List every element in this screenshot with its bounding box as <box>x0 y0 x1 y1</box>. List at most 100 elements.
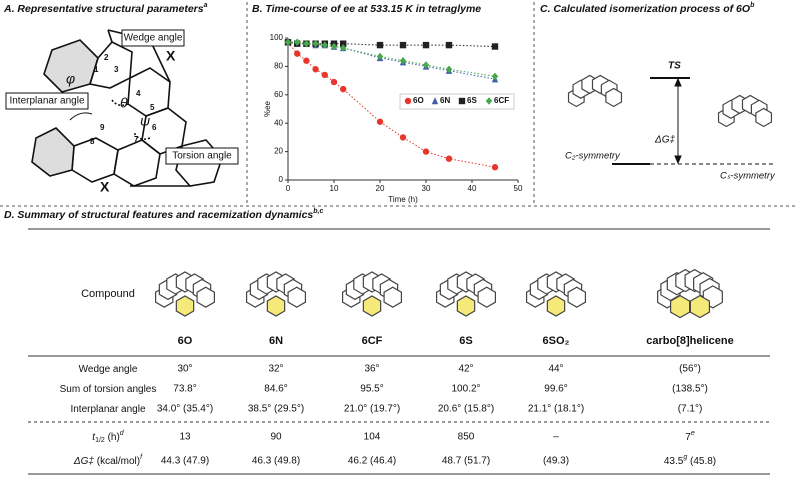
table-cell: 20.6° (15.8°) <box>438 404 494 415</box>
label-box <box>165 147 239 165</box>
label: Torsion angle <box>172 151 232 162</box>
table-cell: 38.5° (29.5°) <box>248 404 304 415</box>
table-cell: 32° <box>268 364 283 375</box>
legend-marker <box>458 97 466 105</box>
atom-number: 4 <box>136 89 141 98</box>
molecule-ring <box>362 295 382 317</box>
table-cell: (56°) <box>679 364 701 375</box>
table-cell: 90 <box>270 432 282 443</box>
atom-number: 3 <box>114 65 119 74</box>
row-label-note: d <box>120 430 125 437</box>
table-cell: 46.2 (46.4) <box>348 456 396 467</box>
atom-number: 2 <box>104 53 109 62</box>
data-point <box>376 41 384 49</box>
data-point <box>294 38 301 46</box>
table-cell: 13 <box>179 432 191 443</box>
table-cell: 43.5g (45.8) <box>664 454 716 467</box>
table-cell: 21.1° (18.1°) <box>528 404 584 415</box>
label: θ <box>120 95 128 111</box>
column-header: carbo[8]helicene <box>646 335 733 347</box>
table-cell: (7.1°) <box>678 404 703 415</box>
row-label-unit: (kcal/mol) <box>94 456 140 467</box>
cell-note: g <box>683 454 687 461</box>
table-cell: (49.3) <box>543 456 569 467</box>
row-label: Sum of torsion angles <box>60 384 157 395</box>
data-point <box>445 65 453 73</box>
row-label-main: Sum of torsion angles <box>60 384 157 395</box>
label: ΔG‡ <box>654 135 675 146</box>
molecule-ring <box>287 286 307 308</box>
data-point <box>330 78 338 86</box>
legend-label: 6N <box>440 96 450 105</box>
data-point <box>445 155 453 162</box>
table-cell: 42° <box>458 364 473 375</box>
table-header: Compound <box>81 288 135 300</box>
label: Cₛ-symmetry <box>720 171 776 182</box>
column-header: 6SO₂ <box>543 335 570 347</box>
x-tick-label: 40 <box>468 184 477 193</box>
data-point <box>376 52 384 61</box>
data-point <box>399 41 407 49</box>
trend-line <box>288 41 496 77</box>
cell-text: 43.5 <box>664 456 684 467</box>
column-header: 6O <box>178 335 193 347</box>
data-point <box>340 85 347 93</box>
table-cell: 95.5° <box>360 384 383 395</box>
data-point <box>303 57 310 64</box>
molecule-ring <box>175 295 195 317</box>
table-cell: 44° <box>548 364 563 375</box>
cell-rest: (45.8) <box>687 456 716 467</box>
data-point <box>491 43 499 50</box>
molecule-ring <box>755 107 773 128</box>
table-cell: 21.0° (19.7°) <box>344 404 400 415</box>
helicene-drawing <box>31 29 223 187</box>
y-tick-label: 20 <box>274 147 283 156</box>
y-axis-label: %ee <box>263 100 272 117</box>
y-tick-label: 60 <box>274 90 283 99</box>
table-cell: 100.2° <box>451 384 480 395</box>
label: TS <box>668 61 681 72</box>
label: ψ <box>140 113 150 129</box>
molecule-ring <box>266 295 286 317</box>
legend-marker <box>485 97 493 105</box>
table-cell: 104 <box>364 432 381 443</box>
trend-line <box>287 41 496 48</box>
row-label-main: Interplanar angle <box>70 404 145 415</box>
table-cell: 99.6° <box>544 384 567 395</box>
atom-number: 7 <box>134 135 139 144</box>
y-tick-label: 100 <box>270 33 284 42</box>
molecule-ring <box>546 295 566 317</box>
cell-text: 7 <box>685 432 691 443</box>
row-label: Wedge angle <box>79 364 138 375</box>
trend-line <box>287 41 496 168</box>
x-tick-label: 50 <box>514 184 523 193</box>
table-cell: 36° <box>364 364 379 375</box>
atom-number: 6 <box>152 123 157 132</box>
label-box <box>121 29 185 47</box>
panel-title: B. Time-course of ee at 533.15 K in tetr… <box>252 3 481 15</box>
table-cell: 84.6° <box>264 384 287 395</box>
data-point <box>303 39 310 48</box>
legend-label: 6S <box>467 96 477 105</box>
atom-number: 1 <box>94 65 99 74</box>
label: X <box>100 179 110 195</box>
row-label-unit: (h) <box>105 432 120 443</box>
y-tick-label: 0 <box>279 175 284 184</box>
data-point <box>321 71 328 79</box>
table-cell: 44.3 (47.9) <box>161 456 209 467</box>
row-label-sub: 1/2 <box>95 437 105 444</box>
table-cell: (138.5°) <box>672 384 708 395</box>
y-tick-label: 80 <box>274 62 283 71</box>
data-point <box>422 41 430 49</box>
legend-label: 6CF <box>494 96 509 105</box>
molecule-ring <box>196 286 216 308</box>
data-point <box>294 50 301 57</box>
label: X <box>166 48 176 64</box>
atom-number: 5 <box>150 103 155 112</box>
table-cell: 48.7 (51.7) <box>442 456 490 467</box>
data-point <box>491 72 499 81</box>
label-box <box>5 92 89 110</box>
x-tick-label: 10 <box>330 184 339 193</box>
row-label-note: f <box>140 454 143 461</box>
